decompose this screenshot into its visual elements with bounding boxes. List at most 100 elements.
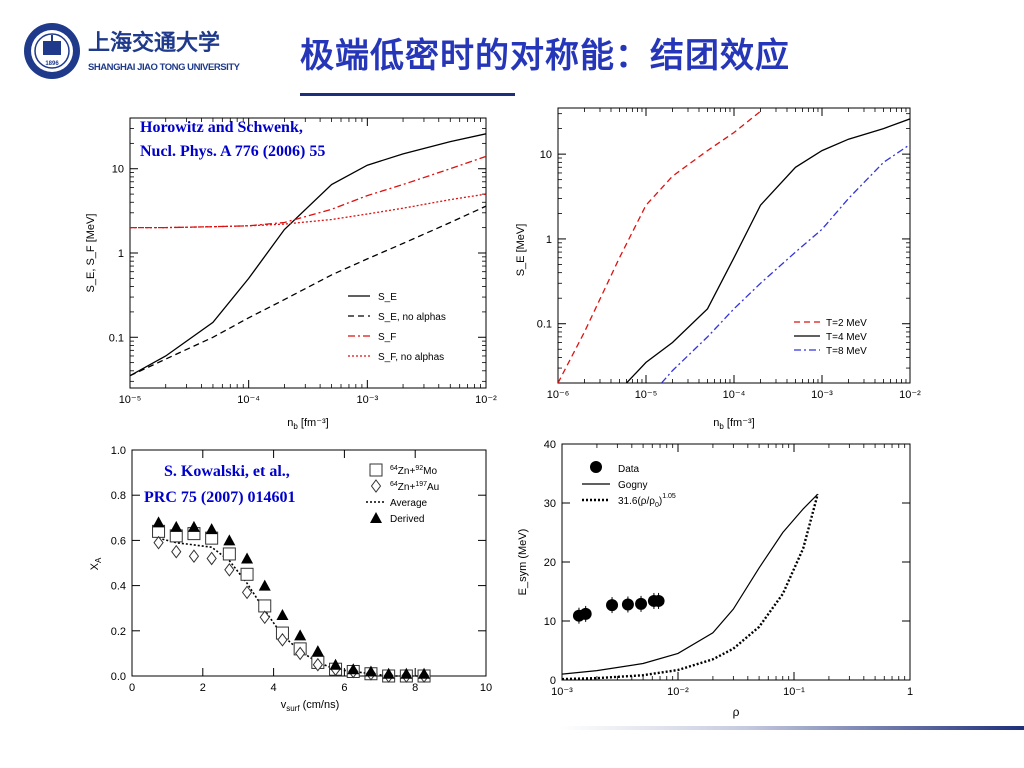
x-tick-label: 10⁻¹ xyxy=(783,686,805,698)
legend-label: Gogny xyxy=(618,480,647,491)
chart-symmetry-energy-temperature: 10⁻⁶ 10⁻⁵ 10⁻⁴ 10⁻³ 10⁻² 0.1 1 10 nb [fm⁻³] S_E [… xyxy=(515,107,921,431)
y-tick-label: 30 xyxy=(544,498,556,510)
reference-line-2: PRC 75 (2007) 014601 xyxy=(144,489,296,506)
y-tick-label: 1.0 xyxy=(111,445,126,457)
point-zn-au xyxy=(295,646,306,661)
x-axis-label: nb [fm⁻³] xyxy=(287,417,328,431)
point-zn-au xyxy=(277,633,288,647)
legend-label: 64Zn+92Mo xyxy=(390,465,437,477)
x-axis-label: vsurf (cm/ns) xyxy=(281,699,340,713)
point-derived xyxy=(258,579,271,591)
point-zn-au xyxy=(241,585,253,600)
y-tick-label: 1 xyxy=(546,234,552,246)
point-data xyxy=(652,594,665,607)
legend-label: S_F, no alphas xyxy=(378,352,444,363)
x-tick-label: 10⁻⁵ xyxy=(635,389,658,401)
point-derived xyxy=(364,665,377,677)
series-sf-no-alphas xyxy=(130,193,486,229)
y-axis-label: S_E, S_F [MeV] xyxy=(85,214,97,293)
y-tick-label: 0.2 xyxy=(111,626,126,638)
legend-label: 64Zn+197Au xyxy=(390,481,439,493)
series-se xyxy=(130,133,486,377)
series-sf xyxy=(130,155,486,229)
x-tick-label: 10⁻⁴ xyxy=(237,394,260,406)
legend-label: 31.6(ρ/ρ0)1.05 xyxy=(618,493,676,509)
x-tick-label: 4 xyxy=(271,682,277,694)
point-data xyxy=(579,607,592,620)
slide-title: 极端低密时的对称能：结团效应 xyxy=(300,36,790,76)
x-axis-label: nb [fm⁻³] xyxy=(713,417,754,431)
x-tick-label: 10⁻² xyxy=(667,686,689,698)
point-derived xyxy=(382,667,395,679)
legend-label: Average xyxy=(390,498,428,509)
point-zn-au xyxy=(312,657,323,672)
legend-label: T=2 MeV xyxy=(826,318,867,329)
reference-line-1: S. Kowalski, et al., xyxy=(164,463,290,480)
point-derived xyxy=(276,608,289,620)
legend-label: T=8 MeV xyxy=(826,346,867,357)
y-tick-label: 0.0 xyxy=(111,671,126,683)
legend-label: S_F xyxy=(378,332,396,343)
y-axis-label: E_sym (MeV) xyxy=(517,529,529,596)
point-data xyxy=(635,597,648,610)
point-zn-au xyxy=(259,610,270,625)
y-tick-label: 20 xyxy=(544,557,556,569)
point-data xyxy=(606,599,619,612)
y-axis-label: XA xyxy=(89,557,103,570)
plot-frame xyxy=(561,443,911,681)
series-t8 xyxy=(661,143,910,383)
series-t2 xyxy=(558,110,761,383)
legend-label: S_E, no alphas xyxy=(378,312,446,323)
series-power-law xyxy=(562,493,819,680)
legend-marker xyxy=(369,463,383,477)
point-derived xyxy=(329,658,342,670)
x-tick-label: 8 xyxy=(412,682,418,694)
title-underline xyxy=(300,93,515,96)
point-derived xyxy=(400,667,413,679)
y-tick-label: 1 xyxy=(118,248,124,260)
seal-book-icon xyxy=(43,41,61,55)
seal-year: 1896 xyxy=(45,61,59,67)
x-tick-label: 10⁻³ xyxy=(356,394,378,406)
point-zn-mo xyxy=(222,547,236,561)
y-tick-label: 10 xyxy=(544,616,556,628)
series-gogny xyxy=(562,493,819,675)
y-tick-label: 0.6 xyxy=(111,535,126,547)
x-tick-label: 10⁻⁴ xyxy=(723,389,746,401)
x-tick-label: 10⁻⁵ xyxy=(119,394,142,406)
y-tick-label: 10 xyxy=(540,149,552,161)
university-logo: 1896 上海交通大学 SHANGHAI JIAO TONG UNIVERSIT… xyxy=(24,23,241,79)
x-tick-label: 2 xyxy=(200,682,206,694)
point-zn-au xyxy=(153,535,164,550)
point-zn-mo xyxy=(240,567,254,581)
legend-label: Derived xyxy=(390,514,424,525)
series-t4 xyxy=(626,118,910,383)
x-tick-label: 10⁻⁶ xyxy=(547,389,570,401)
point-zn-au xyxy=(171,544,182,559)
x-tick-label: 10⁻² xyxy=(899,389,921,401)
series-average xyxy=(158,537,425,677)
point-data xyxy=(621,598,634,611)
x-tick-label: 10⁻³ xyxy=(811,389,833,401)
point-derived xyxy=(223,534,236,546)
series-se-no-alphas xyxy=(130,205,486,377)
y-tick-label: 0.4 xyxy=(111,581,126,593)
chart-symmetry-energy-horowitz: 10⁻⁵ 10⁻⁴ 10⁻³ 10⁻² 0.1 1 10 nb [fm⁻³] S_E, S_F … xyxy=(85,117,497,431)
x-tick-label: 10⁻² xyxy=(475,394,497,406)
x-axis-label: ρ xyxy=(733,705,740,719)
point-derived xyxy=(418,667,431,679)
y-axis-label: S_E [MeV] xyxy=(515,224,527,277)
point-zn-au xyxy=(224,562,235,577)
point-derived xyxy=(170,520,183,532)
legend-label: T=4 MeV xyxy=(826,332,867,343)
x-tick-label: 6 xyxy=(341,682,347,694)
legend-label: Data xyxy=(618,464,640,475)
point-derived xyxy=(152,516,165,528)
y-tick-label: 0 xyxy=(550,675,556,687)
seal-ring-icon xyxy=(34,33,70,69)
legend-label: S_E xyxy=(378,292,397,303)
x-tick-label: 1 xyxy=(907,686,913,698)
footer-rule xyxy=(560,726,1024,730)
plot-frame xyxy=(131,449,487,677)
